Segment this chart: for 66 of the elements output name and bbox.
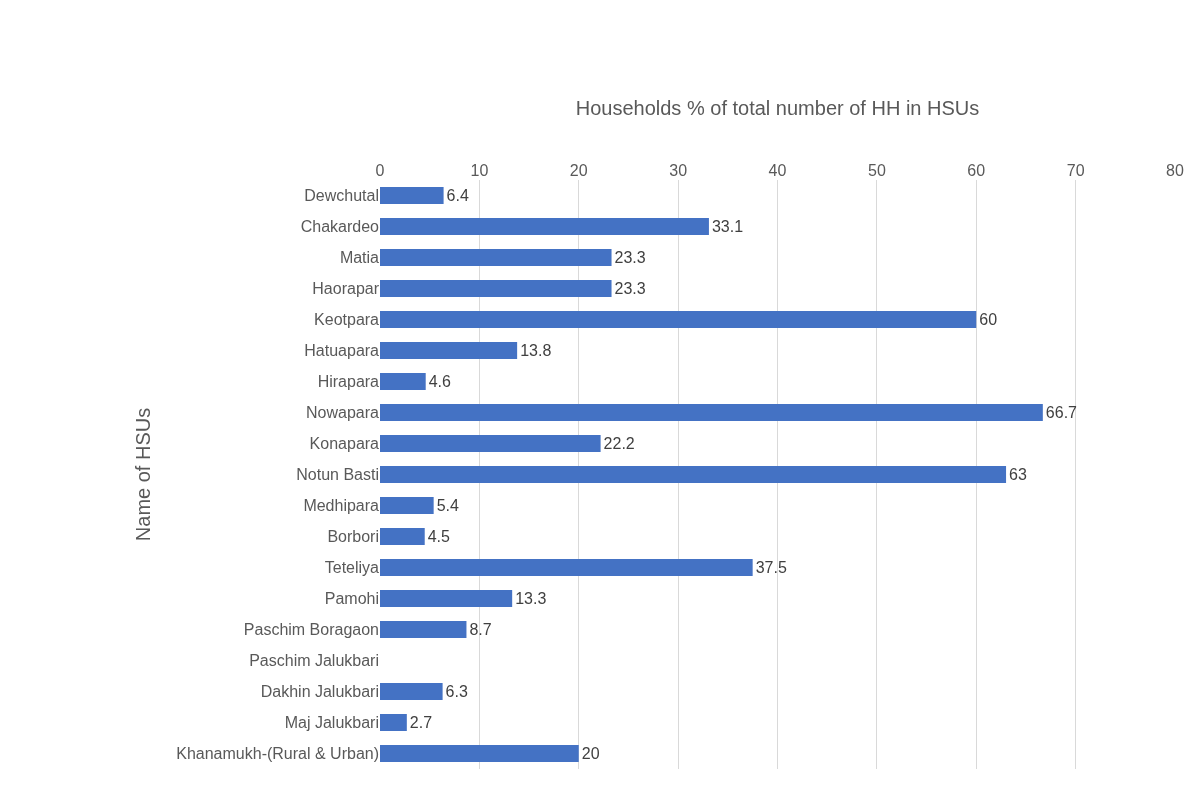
bar [380,713,407,732]
data-label: 13.3 [515,590,547,608]
x-tick-label: 20 [569,161,588,179]
y-axis-title: Name of HSUs [131,407,154,542]
y-tick-label: Matia [339,249,380,267]
y-tick-label: Haorapar [312,280,380,298]
x-tick-label: 0 [375,161,385,179]
bar [380,465,1007,484]
x-tick-label: 80 [1166,161,1184,179]
y-tick-label: Hatuapara [304,342,380,360]
data-label: 4.6 [428,373,452,390]
x-tick-label: 10 [470,161,489,179]
bar [380,341,518,360]
y-tick-label: Notun Basti [296,466,379,484]
data-label: 13.8 [520,342,552,359]
y-tick-label: Nowapara [306,404,380,422]
data-label: 23.3 [614,280,646,298]
data-label: 63 [1009,466,1027,483]
data-label: 66.7 [1045,404,1078,421]
y-tick-label: Maj Jalukbari [284,714,379,732]
y-tick-label: Teteliya [324,559,380,577]
x-axis-title: Households % of total number of HH in HSUs [575,97,980,120]
y-tick-label: Pamohi [324,590,379,608]
data-label: 37.5 [755,559,787,577]
bar [380,527,425,546]
y-tick-label: Konapara [309,435,380,453]
x-tick-label: 40 [768,161,787,179]
bar [380,682,443,701]
data-label: 8.7 [469,621,492,639]
x-tick-label: 50 [867,161,886,179]
x-tick-label: 60 [967,161,986,179]
y-tick-label: Dewchutal [304,187,379,205]
bar [380,620,467,639]
bar [380,434,601,453]
data-label: 2.7 [409,714,433,732]
x-tick-label: 30 [669,161,688,179]
bar [380,496,434,515]
data-label: 5.4 [436,497,459,514]
bar [380,310,977,329]
data-label: 6.3 [445,683,468,701]
bar [380,589,513,608]
data-label: 4.5 [427,528,451,546]
y-tick-label: Paschim Jalukbari [249,652,379,670]
data-label: 22.2 [603,435,635,453]
data-label: 23.3 [614,249,646,266]
bar [380,558,753,577]
bar [380,217,709,236]
y-tick-label: Chakardeo [300,218,380,236]
data-label: 6.4 [446,187,469,205]
bar [380,279,612,298]
bar [380,186,444,205]
data-label: 20 [581,745,600,763]
data-label: 33.1 [711,218,744,235]
y-tick-label: Medhipara [303,497,380,515]
y-tick-label: Dakhin Jalukbari [260,683,379,701]
x-tick-label: 70 [1066,161,1085,179]
bar [380,403,1043,422]
y-tick-label: Borbori [327,528,379,546]
bar [380,744,579,763]
bar [380,248,612,267]
data-label: 60 [979,311,998,329]
bar [380,372,426,391]
y-tick-label: Paschim Boragaon [243,621,379,639]
y-tick-label: Khanamukh-(Rural & Urban) [176,745,379,763]
y-tick-label: Keotpara [314,311,380,329]
y-tick-label: Hirapara [317,373,380,391]
